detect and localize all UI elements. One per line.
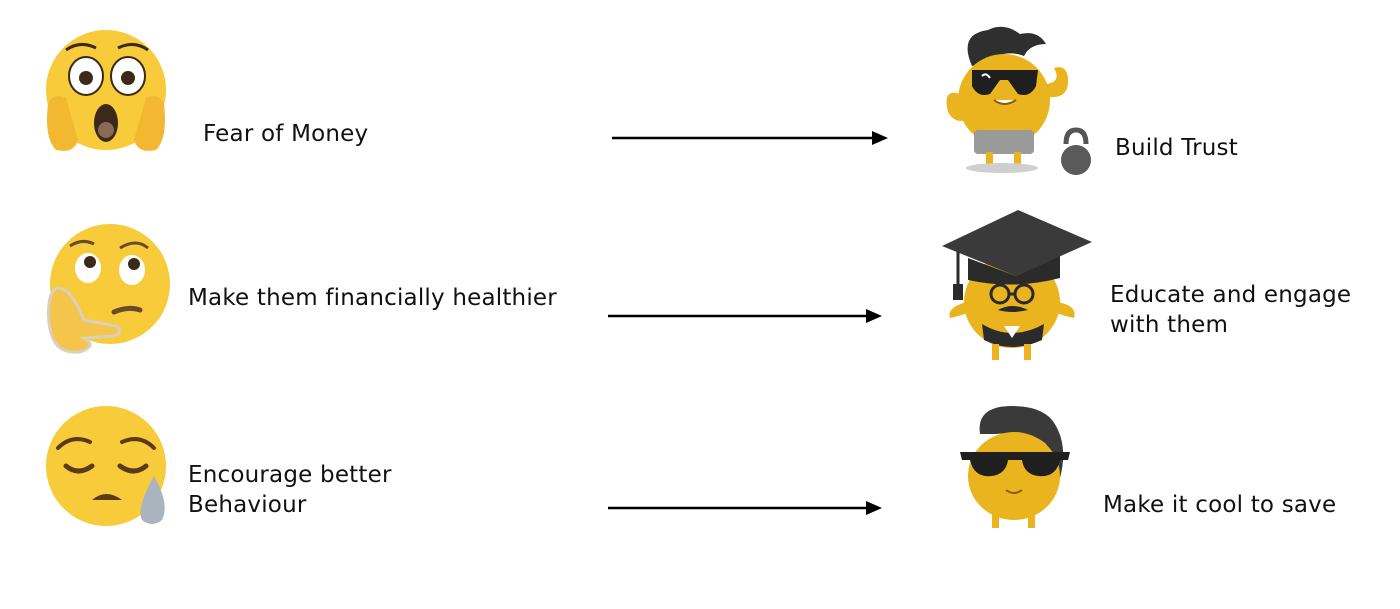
solution-label-1: Build Trust bbox=[1115, 135, 1238, 161]
solution-label-3: Make it cool to save bbox=[1103, 492, 1337, 518]
arrow-1 bbox=[612, 131, 888, 145]
problem-label-1: Fear of Money bbox=[203, 121, 369, 147]
problem-label-3-line-2: Behaviour bbox=[188, 492, 307, 518]
cool-mascot-with-sunglasses-icon bbox=[960, 406, 1070, 528]
muscle-mascot-with-kettlebell-icon bbox=[946, 26, 1091, 175]
arrow-3 bbox=[608, 501, 882, 515]
problem-label-3-line-1: Encourage better bbox=[188, 462, 392, 488]
sleepy-face-icon bbox=[46, 406, 166, 526]
problem-label-2: Make them financially healthier bbox=[188, 285, 557, 311]
face-screaming-in-fear-icon bbox=[46, 30, 166, 151]
arrow-2 bbox=[608, 309, 882, 323]
thinking-face-icon bbox=[46, 224, 170, 354]
solution-label-2-line-1: Educate and engage bbox=[1110, 282, 1352, 308]
graduate-mascot-with-mortarboard-icon bbox=[942, 210, 1092, 360]
solution-label-2-line-2: with them bbox=[1110, 312, 1229, 338]
